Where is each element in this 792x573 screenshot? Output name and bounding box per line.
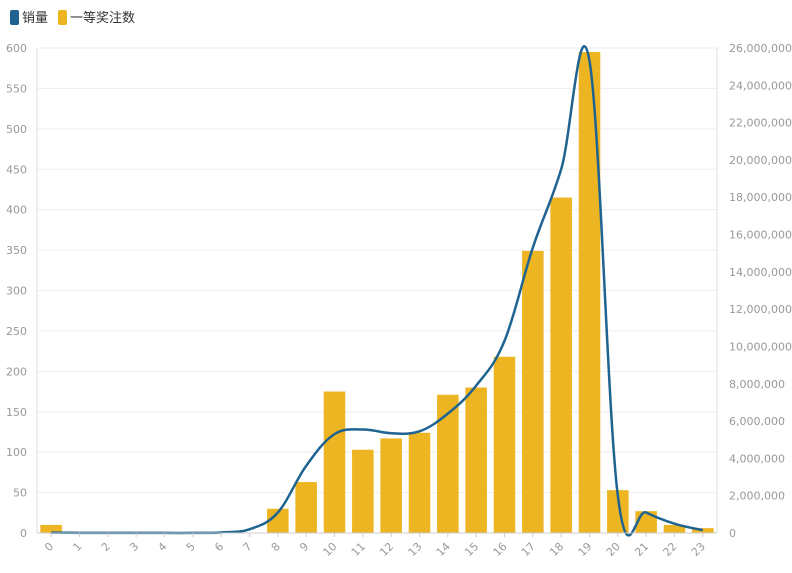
y-left-tick-label: 50 [13, 487, 27, 500]
y-right-tick-label: 12,000,000 [729, 303, 792, 316]
bar[interactable] [380, 438, 402, 533]
x-tick-label: 0 [42, 540, 56, 554]
y-right-tick-label: 24,000,000 [729, 79, 792, 92]
bar[interactable] [550, 197, 572, 533]
y-right-tick-label: 2,000,000 [729, 490, 785, 503]
y-right-tick-label: 6,000,000 [729, 415, 785, 428]
grid [37, 47, 717, 534]
bar[interactable] [578, 52, 601, 534]
axes: 05010015020025030035040045050055060002,0… [6, 42, 792, 559]
x-tick-label: 22 [661, 540, 680, 559]
bar[interactable] [663, 524, 686, 533]
x-tick-label: 6 [212, 540, 226, 554]
bar[interactable] [323, 391, 346, 533]
bar[interactable] [352, 449, 374, 533]
x-tick-label: 18 [547, 540, 566, 559]
x-tick-label: 5 [184, 540, 198, 554]
y-right-tick-label: 14,000,000 [729, 266, 792, 279]
bar-series [40, 52, 714, 534]
x-tick-label: 20 [604, 540, 623, 559]
y-right-tick-label: 16,000,000 [729, 229, 792, 242]
y-left-tick-label: 100 [6, 446, 27, 459]
x-tick-label: 14 [434, 540, 453, 559]
y-right-tick-label: 4,000,000 [729, 452, 785, 465]
x-tick-label: 1 [70, 540, 84, 554]
bar[interactable] [437, 394, 459, 533]
y-left-tick-label: 500 [6, 123, 27, 136]
y-right-tick-label: 22,000,000 [729, 117, 792, 130]
y-left-tick-label: 150 [6, 406, 27, 419]
x-tick-label: 23 [689, 540, 708, 559]
y-right-tick-label: 8,000,000 [729, 378, 785, 391]
x-tick-label: 11 [349, 540, 368, 559]
bar[interactable] [522, 250, 544, 533]
x-tick-label: 13 [406, 540, 425, 559]
bar[interactable] [267, 508, 289, 533]
legend-label-series-0[interactable]: 销量 [22, 11, 48, 26]
bar[interactable] [408, 432, 431, 533]
x-tick-label: 7 [240, 540, 254, 554]
x-tick-label: 2 [99, 540, 113, 554]
bar[interactable] [295, 482, 317, 533]
y-left-tick-label: 600 [6, 42, 27, 55]
x-tick-label: 12 [377, 540, 396, 559]
x-tick-label: 17 [519, 540, 538, 559]
bar[interactable] [40, 524, 62, 533]
x-tick-label: 19 [576, 540, 595, 559]
x-tick-label: 21 [632, 540, 651, 559]
y-right-tick-label: 20,000,000 [729, 154, 792, 167]
bar[interactable] [465, 387, 487, 534]
y-left-tick-label: 0 [20, 527, 27, 540]
y-right-tick-label: 0 [729, 527, 736, 540]
x-tick-label: 9 [297, 540, 311, 554]
bar[interactable] [493, 356, 516, 533]
legend: 销量 一等奖注数 [10, 10, 135, 26]
y-left-tick-label: 550 [6, 82, 27, 95]
x-tick-label: 8 [269, 540, 283, 554]
y-left-tick-label: 400 [6, 204, 27, 217]
x-tick-label: 4 [155, 540, 169, 554]
bar[interactable] [692, 528, 714, 533]
y-right-tick-label: 26,000,000 [729, 42, 792, 55]
y-right-tick-label: 10,000,000 [729, 340, 792, 353]
y-left-tick-label: 350 [6, 244, 27, 257]
x-tick-label: 16 [491, 540, 510, 559]
y-left-tick-label: 200 [6, 365, 27, 378]
legend-label-series-1[interactable]: 一等奖注数 [70, 10, 135, 26]
y-left-tick-label: 450 [6, 163, 27, 176]
x-tick-label: 15 [462, 540, 481, 559]
x-tick-label: 3 [127, 540, 141, 554]
x-tick-label: 10 [321, 540, 340, 559]
legend-swatch-series-1[interactable] [58, 10, 67, 25]
y-right-tick-label: 18,000,000 [729, 191, 792, 204]
y-left-tick-label: 250 [6, 325, 27, 338]
legend-swatch-series-0[interactable] [10, 10, 19, 25]
y-left-tick-label: 300 [6, 285, 27, 298]
